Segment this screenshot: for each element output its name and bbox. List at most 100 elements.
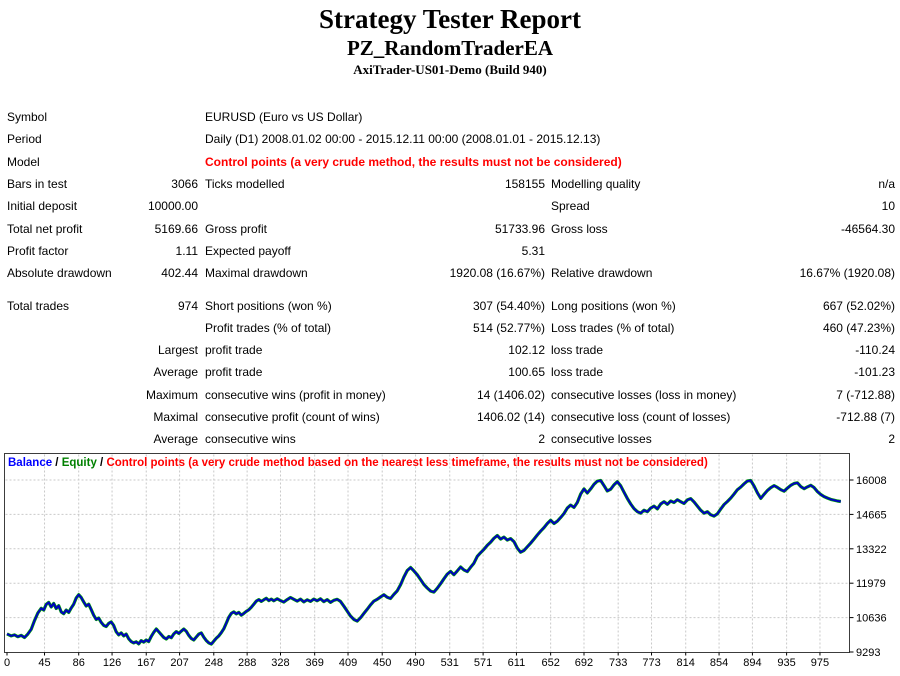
row-value: 100.65: [508, 365, 545, 380]
row-label: consecutive wins (profit in money): [205, 387, 386, 402]
svg-text:975: 975: [811, 657, 829, 669]
row-value: 307 (54.40%): [472, 298, 545, 313]
stats-row: Maximum consecutive wins (profit in money…: [0, 384, 900, 406]
row-value: Control points (a very crude method, the…: [205, 154, 622, 169]
row-value: 514 (52.77%): [472, 320, 545, 335]
svg-text:854: 854: [710, 657, 728, 669]
svg-text:9293: 9293: [856, 647, 880, 659]
stats-table: Symbol EURUSD (Euro vs US Dollar) Period Da…: [0, 106, 900, 450]
row-value: Daily (D1) 2008.01.02 00:00 - 2015.12.11…: [205, 132, 601, 147]
stats-row: Largest profit trade 102.12 loss trade -110.…: [0, 339, 900, 361]
row-value: Largest: [157, 343, 198, 358]
row-value: 10: [881, 199, 895, 214]
row-label: Gross profit: [205, 221, 268, 236]
svg-text:369: 369: [305, 657, 323, 669]
row-label: consecutive wins: [205, 432, 296, 447]
svg-text:490: 490: [406, 657, 424, 669]
row-value: -101.23: [854, 365, 895, 380]
row-value: 16.67% (1920.08): [799, 266, 895, 281]
equity-line: [6, 478, 842, 646]
svg-text:11979: 11979: [856, 578, 886, 590]
stats-row: Average consecutive wins 2 consecutive loss…: [0, 428, 900, 450]
server-build: AxiTrader-US01-Demo (Build 940): [353, 61, 547, 77]
svg-text:733: 733: [609, 657, 627, 669]
row-value: 3066: [171, 177, 198, 192]
chart-x-axis-labels: 0 45 86 126 167 207 248 288 328 369 409 450 490 531 57…: [4, 652, 829, 669]
row-label: Ticks modelled: [205, 177, 285, 192]
stats-row: Model Control points (a very crude method…: [0, 151, 900, 173]
stats-row: Symbol EURUSD (Euro vs US Dollar): [0, 106, 900, 128]
row-label: profit trade: [205, 343, 263, 358]
svg-text:652: 652: [541, 657, 559, 669]
svg-text:45: 45: [38, 657, 50, 669]
row-value: Maximal: [153, 410, 198, 424]
stats-row: Profit factor 1.11 Expected payoff 5.31: [0, 240, 900, 262]
stats-row: Initial deposit 10000.00 Spread 10: [0, 195, 900, 217]
row-label: Profit factor: [7, 243, 69, 258]
row-label: profit trade: [205, 365, 263, 380]
row-label: Short positions (won %): [205, 298, 332, 313]
balance-line: [6, 479, 841, 646]
svg-text:773: 773: [642, 657, 660, 669]
legend-item: Balance: [8, 457, 52, 469]
row-value: 1920.08 (16.67%): [449, 266, 545, 281]
stats-row: Maximal consecutive profit (count of wins…: [0, 406, 900, 428]
row-label: loss trade: [551, 365, 604, 380]
row-value: 1406.02 (14): [476, 410, 545, 424]
svg-text:894: 894: [743, 657, 761, 669]
row-label: Relative drawdown: [551, 266, 653, 281]
row-label: loss trade: [551, 343, 604, 358]
row-label: Total trades: [7, 298, 70, 313]
svg-text:288: 288: [238, 657, 256, 669]
row-label: Spread: [551, 199, 590, 214]
row-value: 667 (52.02%): [822, 298, 895, 313]
legend-item: Control points (a very crude method base…: [106, 457, 708, 469]
row-value: -712.88 (7): [836, 410, 895, 424]
balance-chart: 0 45 86 126 167 207 248 288 328 369 409 450 490 531 57…: [0, 452, 900, 671]
chart-y-axis-labels: 9293 10636 11979 13322 14665 16008: [849, 475, 887, 659]
row-value: -46564.30: [840, 221, 895, 236]
row-label: Profit trades (% of total): [205, 320, 332, 335]
row-label: Long positions (won %): [551, 298, 676, 313]
row-label: Bars in test: [7, 177, 68, 192]
row-value: EURUSD (Euro vs US Dollar): [205, 110, 363, 125]
svg-text:248: 248: [205, 657, 223, 669]
row-value: 14 (1406.02): [476, 387, 545, 402]
row-value: 158155: [504, 177, 545, 192]
svg-text:167: 167: [137, 657, 155, 669]
svg-text:207: 207: [170, 657, 188, 669]
row-label: Absolute drawdown: [7, 266, 112, 281]
svg-text:14665: 14665: [856, 509, 887, 521]
row-label: consecutive profit (count of wins): [205, 410, 380, 424]
svg-text:571: 571: [474, 657, 492, 669]
row-value: 5169.66: [154, 221, 198, 236]
row-label: Period: [7, 132, 42, 147]
row-value: 974: [177, 298, 198, 313]
chart-border: [4, 453, 850, 653]
svg-text:328: 328: [271, 657, 289, 669]
chart-legend: Balance / Equity / Control points (a ver…: [8, 457, 708, 469]
row-value: 10000.00: [147, 199, 198, 214]
row-label: Total net profit: [7, 221, 83, 236]
stats-row: Bars in test 3066 Ticks modelled 158155 Mode…: [0, 173, 900, 195]
svg-text:531: 531: [441, 657, 459, 669]
svg-text:13322: 13322: [856, 544, 887, 556]
row-label: Gross loss: [551, 221, 608, 236]
svg-text:86: 86: [73, 657, 85, 669]
legend-item: Equity: [62, 457, 98, 469]
svg-text:814: 814: [677, 657, 695, 669]
stats-row: Absolute drawdown 402.44 Maximal drawdown 1…: [0, 262, 900, 284]
stats-row: Period Daily (D1) 2008.01.02 00:00 - 2015…: [0, 128, 900, 150]
svg-text:692: 692: [575, 657, 593, 669]
row-value: 51733.96: [494, 221, 545, 236]
row-value: 460 (47.23%): [822, 320, 895, 335]
svg-text:126: 126: [103, 657, 121, 669]
row-value: n/a: [878, 177, 895, 192]
row-value: 2: [538, 432, 545, 447]
row-value: Average: [153, 432, 198, 447]
svg-text:409: 409: [339, 657, 357, 669]
stats-row: Profit trades (% of total) 514 (52.77%) Lo…: [0, 317, 900, 339]
svg-text:935: 935: [777, 657, 795, 669]
row-value: 402.44: [161, 266, 198, 281]
row-label: Loss trades (% of total): [551, 320, 675, 335]
